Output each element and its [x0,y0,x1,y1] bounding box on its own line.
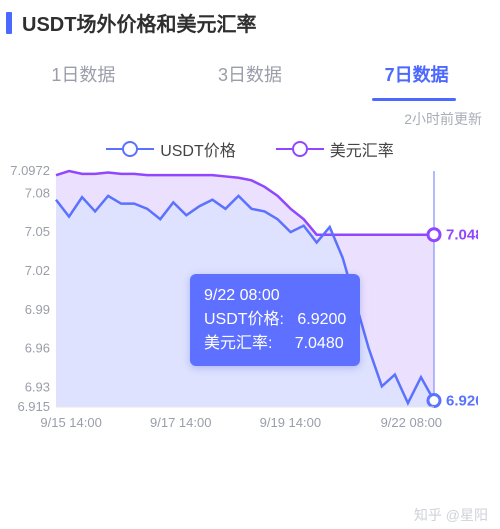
legend-item-usd: 美元汇率 [276,137,394,161]
tab-3day[interactable]: 3日数据 [210,49,290,101]
svg-text:7.02: 7.02 [25,263,50,278]
chart-legend: USDT价格 美元汇率 [0,131,500,165]
page-title: USDT场外价格和美元汇率 [22,8,256,37]
svg-text:9/19 14:00: 9/19 14:00 [260,415,321,430]
tooltip-time: 9/22 08:00 [204,284,346,308]
chart-tooltip: 9/22 08:00 USDT价格: 6.9200 美元汇率: 7.0480 [190,274,360,366]
svg-text:6.93: 6.93 [25,380,50,395]
svg-text:7.08: 7.08 [25,185,50,200]
svg-text:6.9200: 6.9200 [446,393,478,410]
svg-text:6.99: 6.99 [25,302,50,317]
svg-text:9/15 14:00: 9/15 14:00 [40,415,101,430]
tab-underline [372,98,456,101]
legend-label-usd: 美元汇率 [330,137,394,161]
tooltip-row-usdt: USDT价格: 6.9200 [204,308,346,332]
svg-text:9/17 14:00: 9/17 14:00 [150,415,211,430]
svg-text:6.915: 6.915 [17,399,50,414]
accent-bar [6,12,12,34]
svg-text:7.05: 7.05 [25,224,50,239]
svg-text:7.0480: 7.0480 [446,227,478,244]
section-header: USDT场外价格和美元汇率 [0,0,500,37]
legend-item-usdt: USDT价格 [106,137,236,161]
svg-text:6.96: 6.96 [25,341,50,356]
tab-1day[interactable]: 1日数据 [43,49,123,101]
legend-marker-usdt [106,141,154,157]
svg-text:7.0972: 7.0972 [10,165,50,178]
legend-label-usdt: USDT价格 [160,137,236,161]
svg-text:9/22 08:00: 9/22 08:00 [381,415,442,430]
attribution-watermark: 知乎 @星阳 [414,505,488,525]
tab-7day[interactable]: 7日数据 [377,49,457,101]
range-tabs: 1日数据 3日数据 7日数据 [0,49,500,101]
legend-marker-usd [276,141,324,157]
updated-timestamp: 2小时前更新 [0,101,500,131]
tooltip-row-usd: 美元汇率: 7.0480 [204,332,346,356]
